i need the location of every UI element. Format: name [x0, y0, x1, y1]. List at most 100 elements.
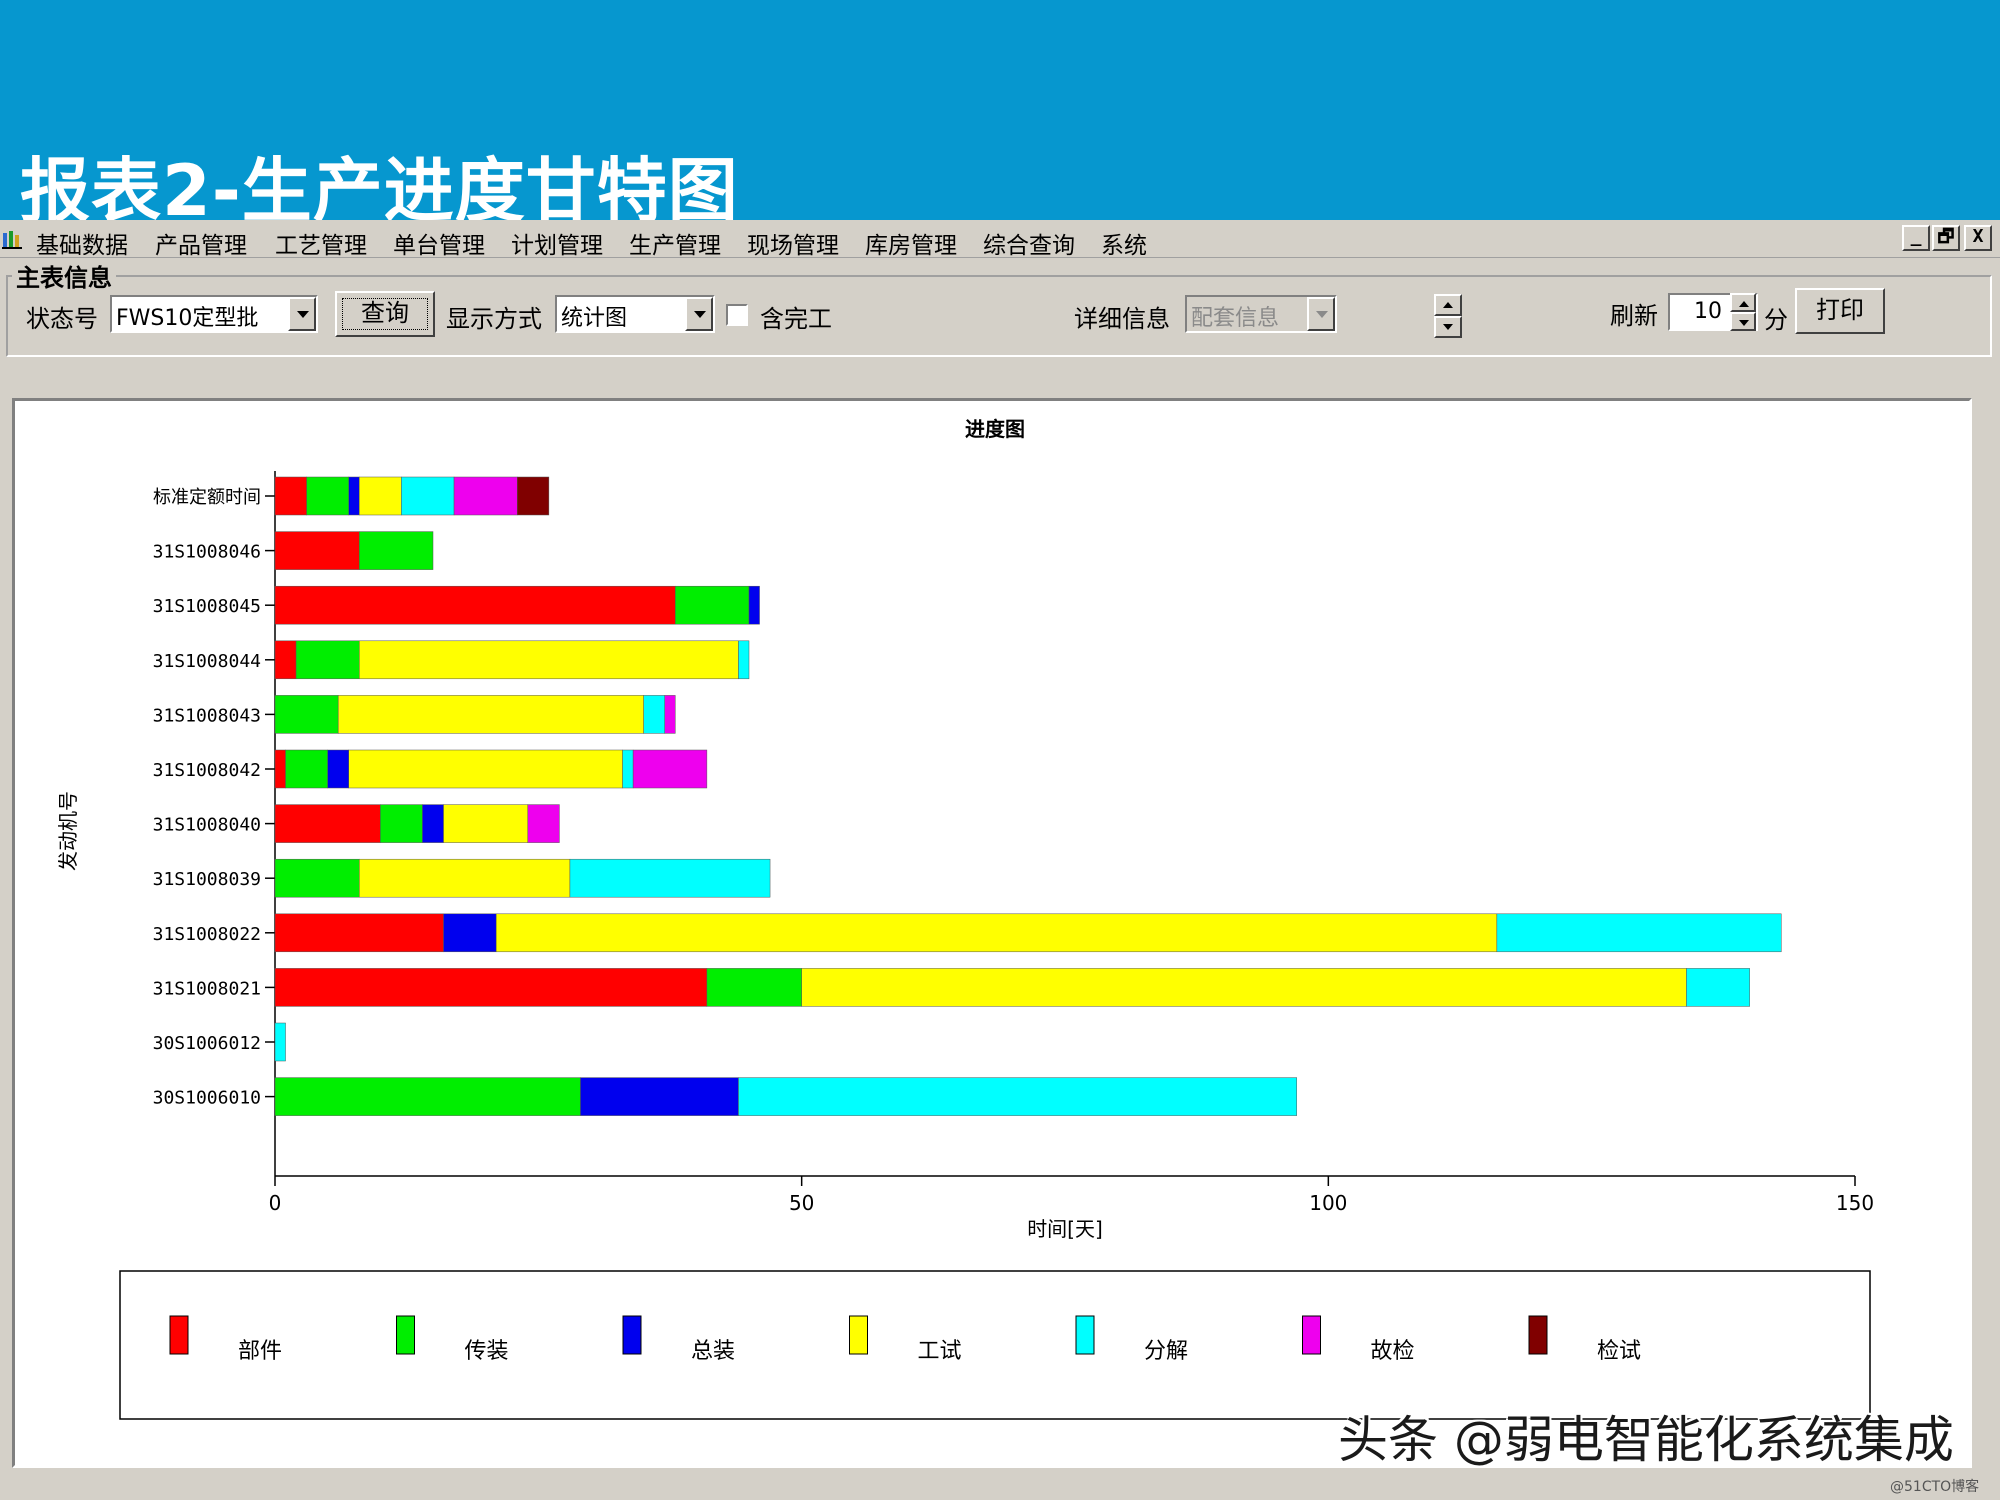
- bar-segment: [274, 531, 360, 570]
- bar-segment: [738, 1077, 1297, 1116]
- spin-down-icon[interactable]: [1434, 316, 1462, 338]
- y-tick-label: 30S1006012: [153, 1033, 261, 1054]
- menu-item-query[interactable]: 综合查询: [983, 233, 1075, 259]
- menu-item-process[interactable]: 工艺管理: [275, 233, 367, 259]
- bar-segment: [517, 476, 550, 516]
- y-tick-label: 31S1008040: [153, 815, 261, 836]
- y-tick-label: 30S1006010: [153, 1088, 261, 1109]
- minimize-button[interactable]: _: [1902, 225, 1930, 251]
- bar-segment: [453, 476, 518, 516]
- bar-segment: [295, 640, 360, 680]
- refresh-interval-input[interactable]: 10: [1668, 293, 1758, 331]
- legend-label: 分解: [1144, 1339, 1188, 1364]
- legend-swatch: [622, 1315, 642, 1355]
- print-button[interactable]: 打印: [1795, 288, 1885, 334]
- legend-label: 传装: [465, 1339, 509, 1364]
- bar-segment: [643, 695, 665, 734]
- bar-segment: [274, 585, 676, 625]
- bar-segment: [359, 531, 434, 570]
- include-done-checkbox[interactable]: [726, 304, 748, 326]
- state-label: 状态号: [26, 305, 98, 333]
- chart-title: 进度图: [965, 417, 1025, 441]
- bar-segment: [527, 804, 560, 843]
- bar-segment: [401, 476, 455, 516]
- bar-segment: [359, 640, 739, 680]
- bar-segment: [274, 695, 339, 734]
- refresh-spinner[interactable]: [1730, 293, 1756, 331]
- detail-spinner[interactable]: [1434, 294, 1462, 338]
- legend-swatch: [1302, 1315, 1321, 1355]
- legend-swatch: [1528, 1315, 1548, 1355]
- restore-button[interactable]: 🗗: [1932, 225, 1960, 251]
- legend-label: 部件: [238, 1339, 282, 1364]
- display-mode-label: 显示方式: [446, 305, 542, 333]
- chevron-down-icon[interactable]: [685, 297, 713, 331]
- bar-segment: [443, 913, 497, 953]
- y-tick-label: 31S1008046: [153, 542, 261, 563]
- legend-label: 总装: [691, 1339, 735, 1364]
- spin-up-icon[interactable]: [1434, 294, 1462, 316]
- menu-item-basic-data[interactable]: 基础数据: [36, 233, 128, 259]
- y-tick-label: 31S1008045: [153, 596, 261, 617]
- group-caption: 主表信息: [12, 258, 116, 293]
- bar-segment: [569, 858, 771, 898]
- detail-info-value: 配套信息: [1191, 306, 1280, 331]
- bar-segment: [274, 1022, 286, 1062]
- watermark: 头条 @弱电智能化系统集成: [1338, 1411, 1954, 1469]
- menu-item-system[interactable]: 系统: [1101, 233, 1147, 259]
- y-tick-label: 标准定额时间: [153, 487, 261, 508]
- state-select[interactable]: FWS10定型批: [110, 295, 318, 333]
- bar-segment: [380, 804, 423, 843]
- legend-swatch: [396, 1315, 415, 1355]
- query-button[interactable]: 查询: [335, 291, 435, 337]
- bar-segment: [306, 476, 349, 516]
- spin-down-icon[interactable]: [1730, 312, 1756, 331]
- bar-segment: [274, 913, 444, 953]
- corner-watermark: @51CTO博客: [1890, 1479, 1980, 1495]
- legend-swatch: [1075, 1315, 1095, 1355]
- menu-bar: 基础数据 产品管理 工艺管理 单台管理 计划管理 生产管理 现场管理 库房管理 …: [0, 220, 2000, 259]
- chevron-down-icon: [1307, 297, 1335, 331]
- menu-item-site[interactable]: 现场管理: [747, 233, 839, 259]
- menu-item-warehouse[interactable]: 库房管理: [865, 233, 957, 259]
- menu-item-product[interactable]: 产品管理: [155, 233, 247, 259]
- y-tick-label: 31S1008022: [153, 924, 261, 945]
- spin-up-icon[interactable]: [1730, 293, 1756, 312]
- bar-segment: [274, 640, 297, 680]
- legend-swatch: [849, 1315, 868, 1355]
- display-mode-select[interactable]: 统计图: [555, 295, 715, 333]
- refresh-label: 刷新: [1610, 302, 1658, 330]
- x-tick-label: 0: [269, 1191, 282, 1215]
- bar-segment: [675, 585, 750, 625]
- legend-swatch: [169, 1315, 189, 1355]
- bar-segment: [580, 1077, 739, 1116]
- bar-segment: [327, 749, 349, 789]
- y-tick-label: 31S1008042: [153, 760, 261, 781]
- bar-segment: [801, 968, 1687, 1007]
- menu-item-plan[interactable]: 计划管理: [511, 233, 603, 259]
- detail-info-label: 详细信息: [1074, 305, 1170, 333]
- bar-segment: [495, 913, 1498, 953]
- menu-item-production[interactable]: 生产管理: [629, 233, 721, 259]
- x-axis-title: 时间[天]: [1027, 1217, 1103, 1241]
- bar-segment: [422, 804, 444, 843]
- slide-title: 报表2-生产进度甘特图: [20, 150, 739, 232]
- bar-segment: [738, 640, 750, 680]
- bar-segment: [274, 749, 286, 789]
- bar-segment: [348, 749, 623, 789]
- bar-segment: [443, 804, 529, 843]
- chart-frame: 进度图 发动机号 标准定额时间 31S1008046 31S1008045 31S1008…: [12, 398, 1972, 1468]
- bar-segment: [632, 749, 708, 789]
- legend-label: 故检: [1371, 1339, 1415, 1364]
- menu-item-unit[interactable]: 单台管理: [393, 233, 485, 259]
- include-done-label: 含完工: [760, 305, 832, 333]
- close-button[interactable]: X: [1964, 225, 1992, 251]
- bar-segment: [274, 476, 307, 516]
- legend-label: 检试: [1597, 1339, 1641, 1364]
- chevron-down-icon[interactable]: [288, 297, 316, 331]
- y-tick-label: 31S1008039: [153, 869, 261, 890]
- x-tick-label: 150: [1836, 1191, 1874, 1215]
- main-info-group: [6, 275, 1992, 357]
- x-tick-label: 50: [789, 1191, 814, 1215]
